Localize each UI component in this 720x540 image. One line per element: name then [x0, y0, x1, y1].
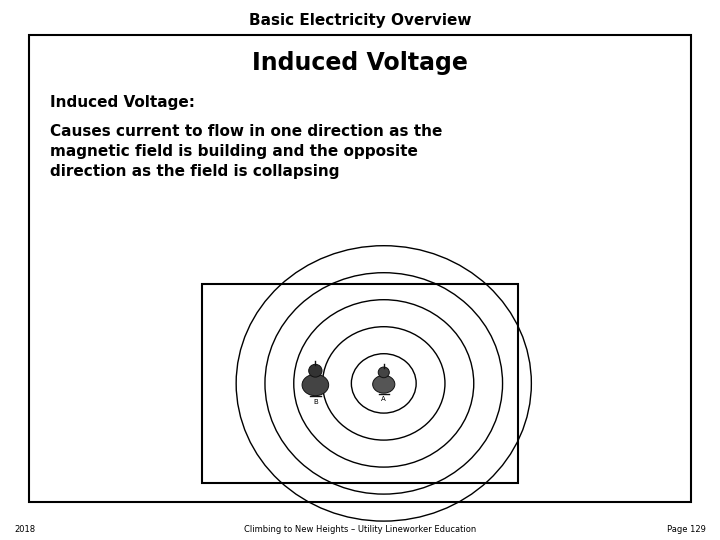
Text: Page 129: Page 129: [667, 524, 706, 534]
Text: Induced Voltage:: Induced Voltage:: [50, 94, 195, 110]
FancyBboxPatch shape: [202, 284, 518, 483]
Ellipse shape: [373, 375, 395, 393]
Text: Causes current to flow in one direction as the
magnetic field is building and th: Causes current to flow in one direction …: [50, 124, 443, 179]
Text: Climbing to New Heights – Utility Lineworker Education: Climbing to New Heights – Utility Linewo…: [244, 524, 476, 534]
Text: 2018: 2018: [14, 524, 35, 534]
Ellipse shape: [378, 367, 390, 378]
Ellipse shape: [309, 364, 322, 377]
Text: B: B: [313, 399, 318, 404]
Text: Induced Voltage: Induced Voltage: [252, 51, 468, 75]
Text: Basic Electricity Overview: Basic Electricity Overview: [248, 14, 472, 29]
Ellipse shape: [302, 374, 328, 396]
FancyBboxPatch shape: [29, 35, 691, 502]
Text: A: A: [382, 395, 386, 402]
